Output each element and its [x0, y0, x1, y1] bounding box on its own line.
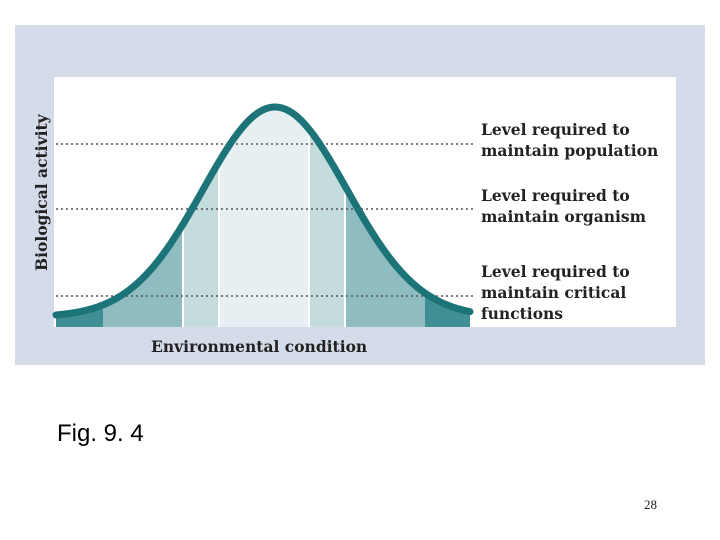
figure-panel: Biological activity Environmental condit… — [15, 25, 705, 365]
y-axis-label: Biological activity — [32, 114, 51, 271]
x-axis-label: Environmental condition — [151, 337, 368, 356]
population-level-label: Level required to maintain population — [481, 120, 659, 160]
organism-level-label: Level required to maintain organism — [481, 186, 647, 226]
critical-functions-level-label: Level required to maintain critical func… — [481, 262, 630, 323]
figure-caption: Fig. 9. 4 — [57, 420, 144, 447]
tolerance-curve — [52, 103, 474, 319]
tolerance-curve-diagram — [52, 77, 676, 327]
page-number: 28 — [644, 497, 657, 512]
